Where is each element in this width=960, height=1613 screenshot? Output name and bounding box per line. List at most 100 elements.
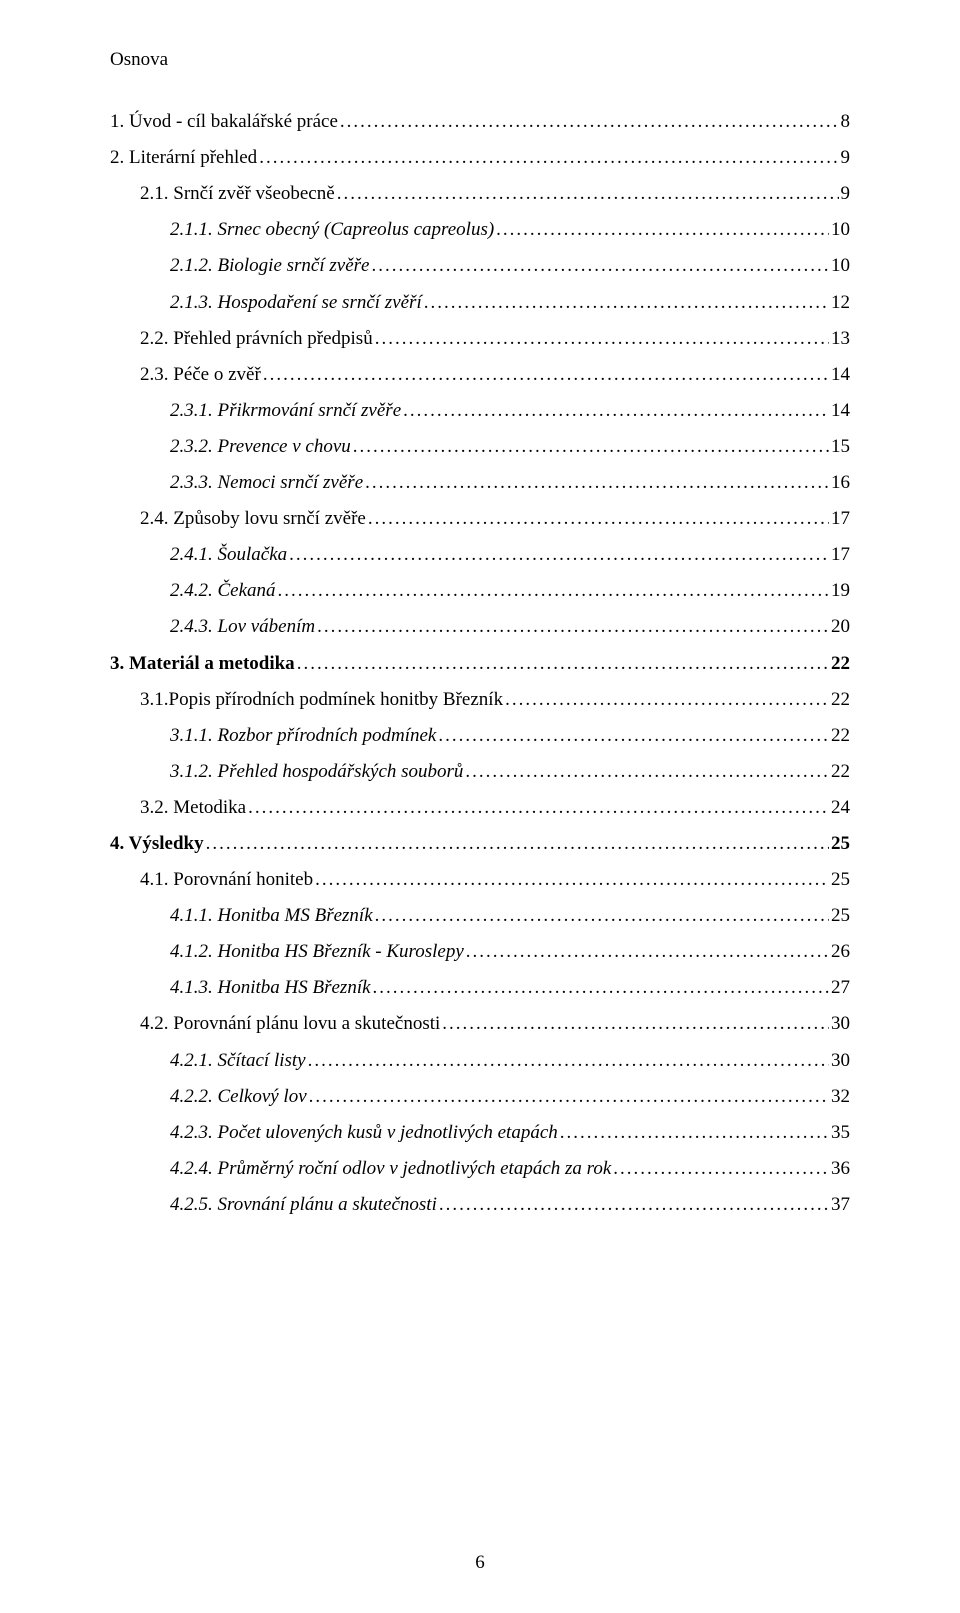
toc-row: 4.2. Porovnání plánu lovu a skutečnosti.…	[110, 1006, 850, 1042]
toc-label: 4.1.2. Honitba HS Březník - Kuroslepy	[170, 934, 464, 970]
toc-leader-dots: ........................................…	[439, 1187, 829, 1223]
toc-leader-dots: ........................................…	[340, 104, 839, 140]
toc-leader-dots: ........................................…	[337, 176, 839, 212]
toc-page-number: 14	[831, 393, 850, 429]
toc-leader-dots: ........................................…	[263, 357, 829, 393]
toc-label: 2.1. Srnčí zvěř všeobecně	[140, 176, 335, 212]
toc-row: 2.3.2. Prevence v chovu.................…	[110, 429, 850, 465]
toc-row: 3.1.1. Rozbor přírodních podmínek.......…	[110, 718, 850, 754]
toc-label: 2.4. Způsoby lovu srnčí zvěře	[140, 501, 366, 537]
toc-page-number: 12	[831, 285, 850, 321]
toc-label: 2.4.1. Šoulačka	[170, 537, 287, 573]
toc-label: 2. Literární přehled	[110, 140, 257, 176]
toc-label: 1. Úvod - cíl bakalářské práce	[110, 104, 338, 140]
toc-leader-dots: ........................................…	[424, 285, 829, 321]
toc-row: 2.4. Způsoby lovu srnčí zvěře...........…	[110, 501, 850, 537]
toc-row: 3. Materiál a metodika..................…	[110, 646, 850, 682]
toc-page-number: 13	[831, 321, 850, 357]
toc-leader-dots: ........................................…	[466, 934, 829, 970]
toc-page-number: 10	[831, 212, 850, 248]
toc-page-number: 9	[841, 140, 851, 176]
toc-label: 4.2.3. Počet ulovených kusů v jednotlivý…	[170, 1115, 558, 1151]
toc-page-number: 9	[841, 176, 851, 212]
toc-page-number: 17	[831, 537, 850, 573]
page-number: 6	[0, 1545, 960, 1581]
toc-row: 1. Úvod - cíl bakalářské práce..........…	[110, 104, 850, 140]
toc-leader-dots: ........................................…	[373, 970, 829, 1006]
toc-leader-dots: ........................................…	[496, 212, 829, 248]
toc-page-number: 37	[831, 1187, 850, 1223]
toc-page-number: 15	[831, 429, 850, 465]
toc-label: 2.3.2. Prevence v chovu	[170, 429, 351, 465]
toc-row: 4.1.1. Honitba MS Březník...............…	[110, 898, 850, 934]
toc-row: 2.3.1. Přikrmování srnčí zvěře..........…	[110, 393, 850, 429]
toc-leader-dots: ........................................…	[309, 1079, 829, 1115]
toc-page-number: 25	[831, 826, 850, 862]
toc-row: 2. Literární přehled....................…	[110, 140, 850, 176]
toc-leader-dots: ........................................…	[403, 393, 829, 429]
toc-leader-dots: ........................................…	[248, 790, 829, 826]
toc-label: 2.1.2. Biologie srnčí zvěře	[170, 248, 369, 284]
toc-label: 4.2.5. Srovnání plánu a skutečnosti	[170, 1187, 437, 1223]
toc-label: 2.3.3. Nemoci srnčí zvěře	[170, 465, 363, 501]
toc-label: 4.2. Porovnání plánu lovu a skutečnosti	[140, 1006, 440, 1042]
toc-row: 2.4.3. Lov vábením......................…	[110, 609, 850, 645]
table-of-contents: 1. Úvod - cíl bakalářské práce..........…	[110, 104, 850, 1223]
toc-label: 4. Výsledky	[110, 826, 204, 862]
toc-label: 2.3.1. Přikrmování srnčí zvěře	[170, 393, 401, 429]
toc-label: 4.1. Porovnání honiteb	[140, 862, 313, 898]
toc-row: 3.1.Popis přírodních podmínek honitby Bř…	[110, 682, 850, 718]
toc-page-number: 30	[831, 1006, 850, 1042]
toc-row: 4.2.3. Počet ulovených kusů v jednotlivý…	[110, 1115, 850, 1151]
toc-label: 2.4.2. Čekaná	[170, 573, 276, 609]
toc-row: 4.2.1. Sčítací listy....................…	[110, 1043, 850, 1079]
toc-leader-dots: ........................................…	[289, 537, 829, 573]
toc-page-number: 32	[831, 1079, 850, 1115]
toc-page-number: 25	[831, 862, 850, 898]
toc-leader-dots: ........................................…	[206, 826, 829, 862]
toc-leader-dots: ........................................…	[353, 429, 829, 465]
toc-row: 2.4.1. Šoulačka.........................…	[110, 537, 850, 573]
toc-leader-dots: ........................................…	[465, 754, 829, 790]
toc-leader-dots: ........................................…	[297, 646, 829, 682]
toc-leader-dots: ........................................…	[375, 321, 829, 357]
toc-label: 3.1.2. Přehled hospodářských souborů	[170, 754, 463, 790]
toc-row: 2.2. Přehled právních předpisů..........…	[110, 321, 850, 357]
toc-leader-dots: ........................................…	[442, 1006, 829, 1042]
toc-label: 3.2. Metodika	[140, 790, 246, 826]
toc-page-number: 26	[831, 934, 850, 970]
toc-row: 3.2. Metodika...........................…	[110, 790, 850, 826]
toc-page-number: 10	[831, 248, 850, 284]
toc-label: 4.1.1. Honitba MS Březník	[170, 898, 373, 934]
toc-row: 4.1.2. Honitba HS Březník - Kuroslepy...…	[110, 934, 850, 970]
document-page: Osnova 1. Úvod - cíl bakalářské práce...…	[0, 0, 960, 1613]
toc-row: 2.1.1. Srnec obecný (Capreolus capreolus…	[110, 212, 850, 248]
toc-label: 4.2.2. Celkový lov	[170, 1079, 307, 1115]
toc-leader-dots: ........................................…	[368, 501, 829, 537]
toc-row: 2.1.2. Biologie srnčí zvěře.............…	[110, 248, 850, 284]
toc-page-number: 27	[831, 970, 850, 1006]
toc-leader-dots: ........................................…	[259, 140, 838, 176]
toc-page-number: 35	[831, 1115, 850, 1151]
toc-row: 4. Výsledky.............................…	[110, 826, 850, 862]
toc-leader-dots: ........................................…	[317, 609, 829, 645]
toc-row: 4.2.2. Celkový lov......................…	[110, 1079, 850, 1115]
toc-leader-dots: ........................................…	[375, 898, 829, 934]
toc-page-number: 22	[831, 646, 850, 682]
toc-page-number: 25	[831, 898, 850, 934]
toc-page-number: 16	[831, 465, 850, 501]
toc-row: 4.1.3. Honitba HS Březník...............…	[110, 970, 850, 1006]
toc-row: 4.1. Porovnání honiteb..................…	[110, 862, 850, 898]
toc-row: 2.1. Srnčí zvěř všeobecně...............…	[110, 176, 850, 212]
toc-leader-dots: ........................................…	[560, 1115, 829, 1151]
toc-row: 3.1.2. Přehled hospodářských souborů....…	[110, 754, 850, 790]
toc-row: 2.1.3. Hospodaření se srnčí zvěří.......…	[110, 285, 850, 321]
toc-leader-dots: ........................................…	[613, 1151, 829, 1187]
toc-leader-dots: ........................................…	[505, 682, 829, 718]
page-title: Osnova	[110, 42, 850, 78]
toc-row: 4.2.5. Srovnání plánu a skutečnosti.....…	[110, 1187, 850, 1223]
toc-page-number: 30	[831, 1043, 850, 1079]
toc-label: 4.2.1. Sčítací listy	[170, 1043, 306, 1079]
toc-page-number: 24	[831, 790, 850, 826]
toc-leader-dots: ........................................…	[365, 465, 829, 501]
